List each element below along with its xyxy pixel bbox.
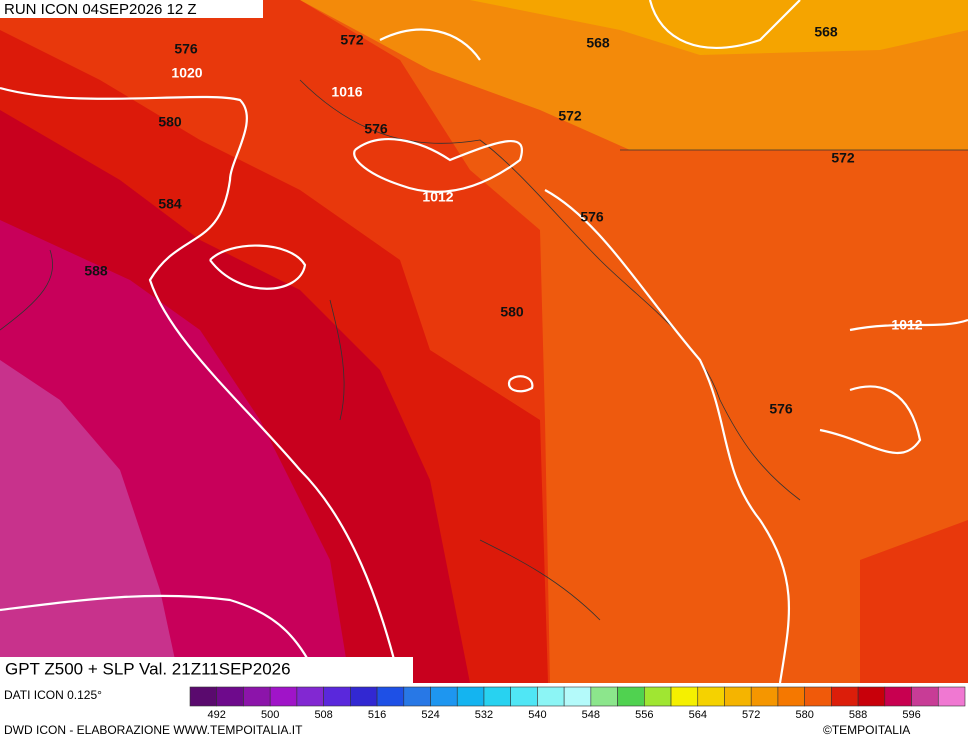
colorbar-tick-label: 556 (635, 709, 653, 721)
contour-label: 572 (831, 150, 855, 166)
colorbar-swatch (750, 686, 779, 707)
colorbar-swatch (269, 686, 298, 707)
colorbar-swatch (403, 686, 431, 707)
contour-labels: 576 572 568 568 1020 1016 580 576 572 572 584 1012 5… (84, 24, 922, 417)
colorbar-swatch (296, 686, 324, 707)
contour-label: 1020 (171, 65, 202, 81)
colorbar-swatch (670, 686, 699, 707)
copyright: ©TEMPOITALIA (823, 723, 910, 737)
contour-label: 576 (364, 121, 388, 137)
contour-label: 576 (580, 209, 604, 225)
contour-label: 572 (340, 32, 364, 48)
colorbar-tick-label: 492 (208, 709, 226, 721)
colorbar-swatch (617, 686, 645, 707)
colorbar-swatch (430, 686, 458, 707)
colorbar-swatch (323, 686, 351, 707)
colorbar: 492 500 508 516 524 532 540 548 556 564 572 580 588 5… (189, 686, 966, 721)
map-fields (0, 0, 968, 684)
colorbar-swatch (376, 686, 405, 707)
caption: GPT Z500 + SLP Val. 21Z11SEP2026 (5, 659, 291, 678)
colorbar-swatch (804, 686, 832, 707)
colorbar-tick-label: 596 (902, 709, 920, 721)
colorbar-swatch (724, 686, 752, 707)
contour-label: 576 (769, 401, 793, 417)
contour-label: 1016 (331, 84, 362, 100)
colorbar-tick-label: 572 (742, 709, 760, 721)
colorbar-swatch (510, 686, 538, 707)
colorbar-swatch (590, 686, 618, 707)
contour-label: 584 (158, 196, 182, 212)
colorbar-swatch (644, 686, 672, 707)
colorbar-tick-label: 580 (795, 709, 813, 721)
colorbar-swatch (189, 686, 218, 707)
colorbar-tick-label: 524 (421, 709, 439, 721)
colorbar-swatch (884, 686, 912, 707)
header-title: RUN ICON 04SEP2026 12 Z (4, 1, 197, 18)
colorbar-swatch (831, 686, 859, 707)
contour-label: 580 (500, 304, 524, 320)
caption-box (0, 657, 413, 683)
colorbar-swatch (350, 686, 378, 707)
colorbar-swatch (911, 686, 939, 707)
contour-label: 580 (158, 114, 182, 130)
colorbar-swatch (243, 686, 271, 707)
contour-label: 588 (84, 263, 108, 279)
colorbar-swatch (937, 686, 966, 707)
contour-label: 1012 (891, 317, 922, 333)
source: DATI ICON 0.125° (4, 688, 102, 702)
contour-label: 568 (814, 24, 838, 40)
header-box (0, 0, 263, 18)
colorbar-tick-label: 532 (475, 709, 493, 721)
contour-label: 576 (174, 41, 198, 57)
colorbar-tick-label: 564 (689, 709, 707, 721)
colorbar-tick-label: 588 (849, 709, 867, 721)
colorbar-swatch (777, 686, 805, 707)
contour-label: 572 (558, 108, 582, 124)
colorbar-swatch (563, 686, 592, 707)
contour-label: 1012 (422, 189, 453, 205)
colorbar-swatch (697, 686, 725, 707)
colorbar-swatch (216, 686, 244, 707)
colorbar-tick-label: 516 (368, 709, 386, 721)
colorbar-swatch (483, 686, 511, 707)
colorbar-swatch (456, 686, 485, 707)
contour-label: 568 (586, 35, 610, 51)
colorbar-swatch (857, 686, 886, 707)
colorbar-tick-label: 500 (261, 709, 279, 721)
colorbar-tick-label: 540 (528, 709, 546, 721)
colorbar-tick-label: 508 (314, 709, 332, 721)
colorbar-tick-label: 548 (582, 709, 600, 721)
colorbar-swatch (537, 686, 565, 707)
credit: DWD ICON - ELABORAZIONE WWW.TEMPOITALIA.… (4, 723, 303, 737)
